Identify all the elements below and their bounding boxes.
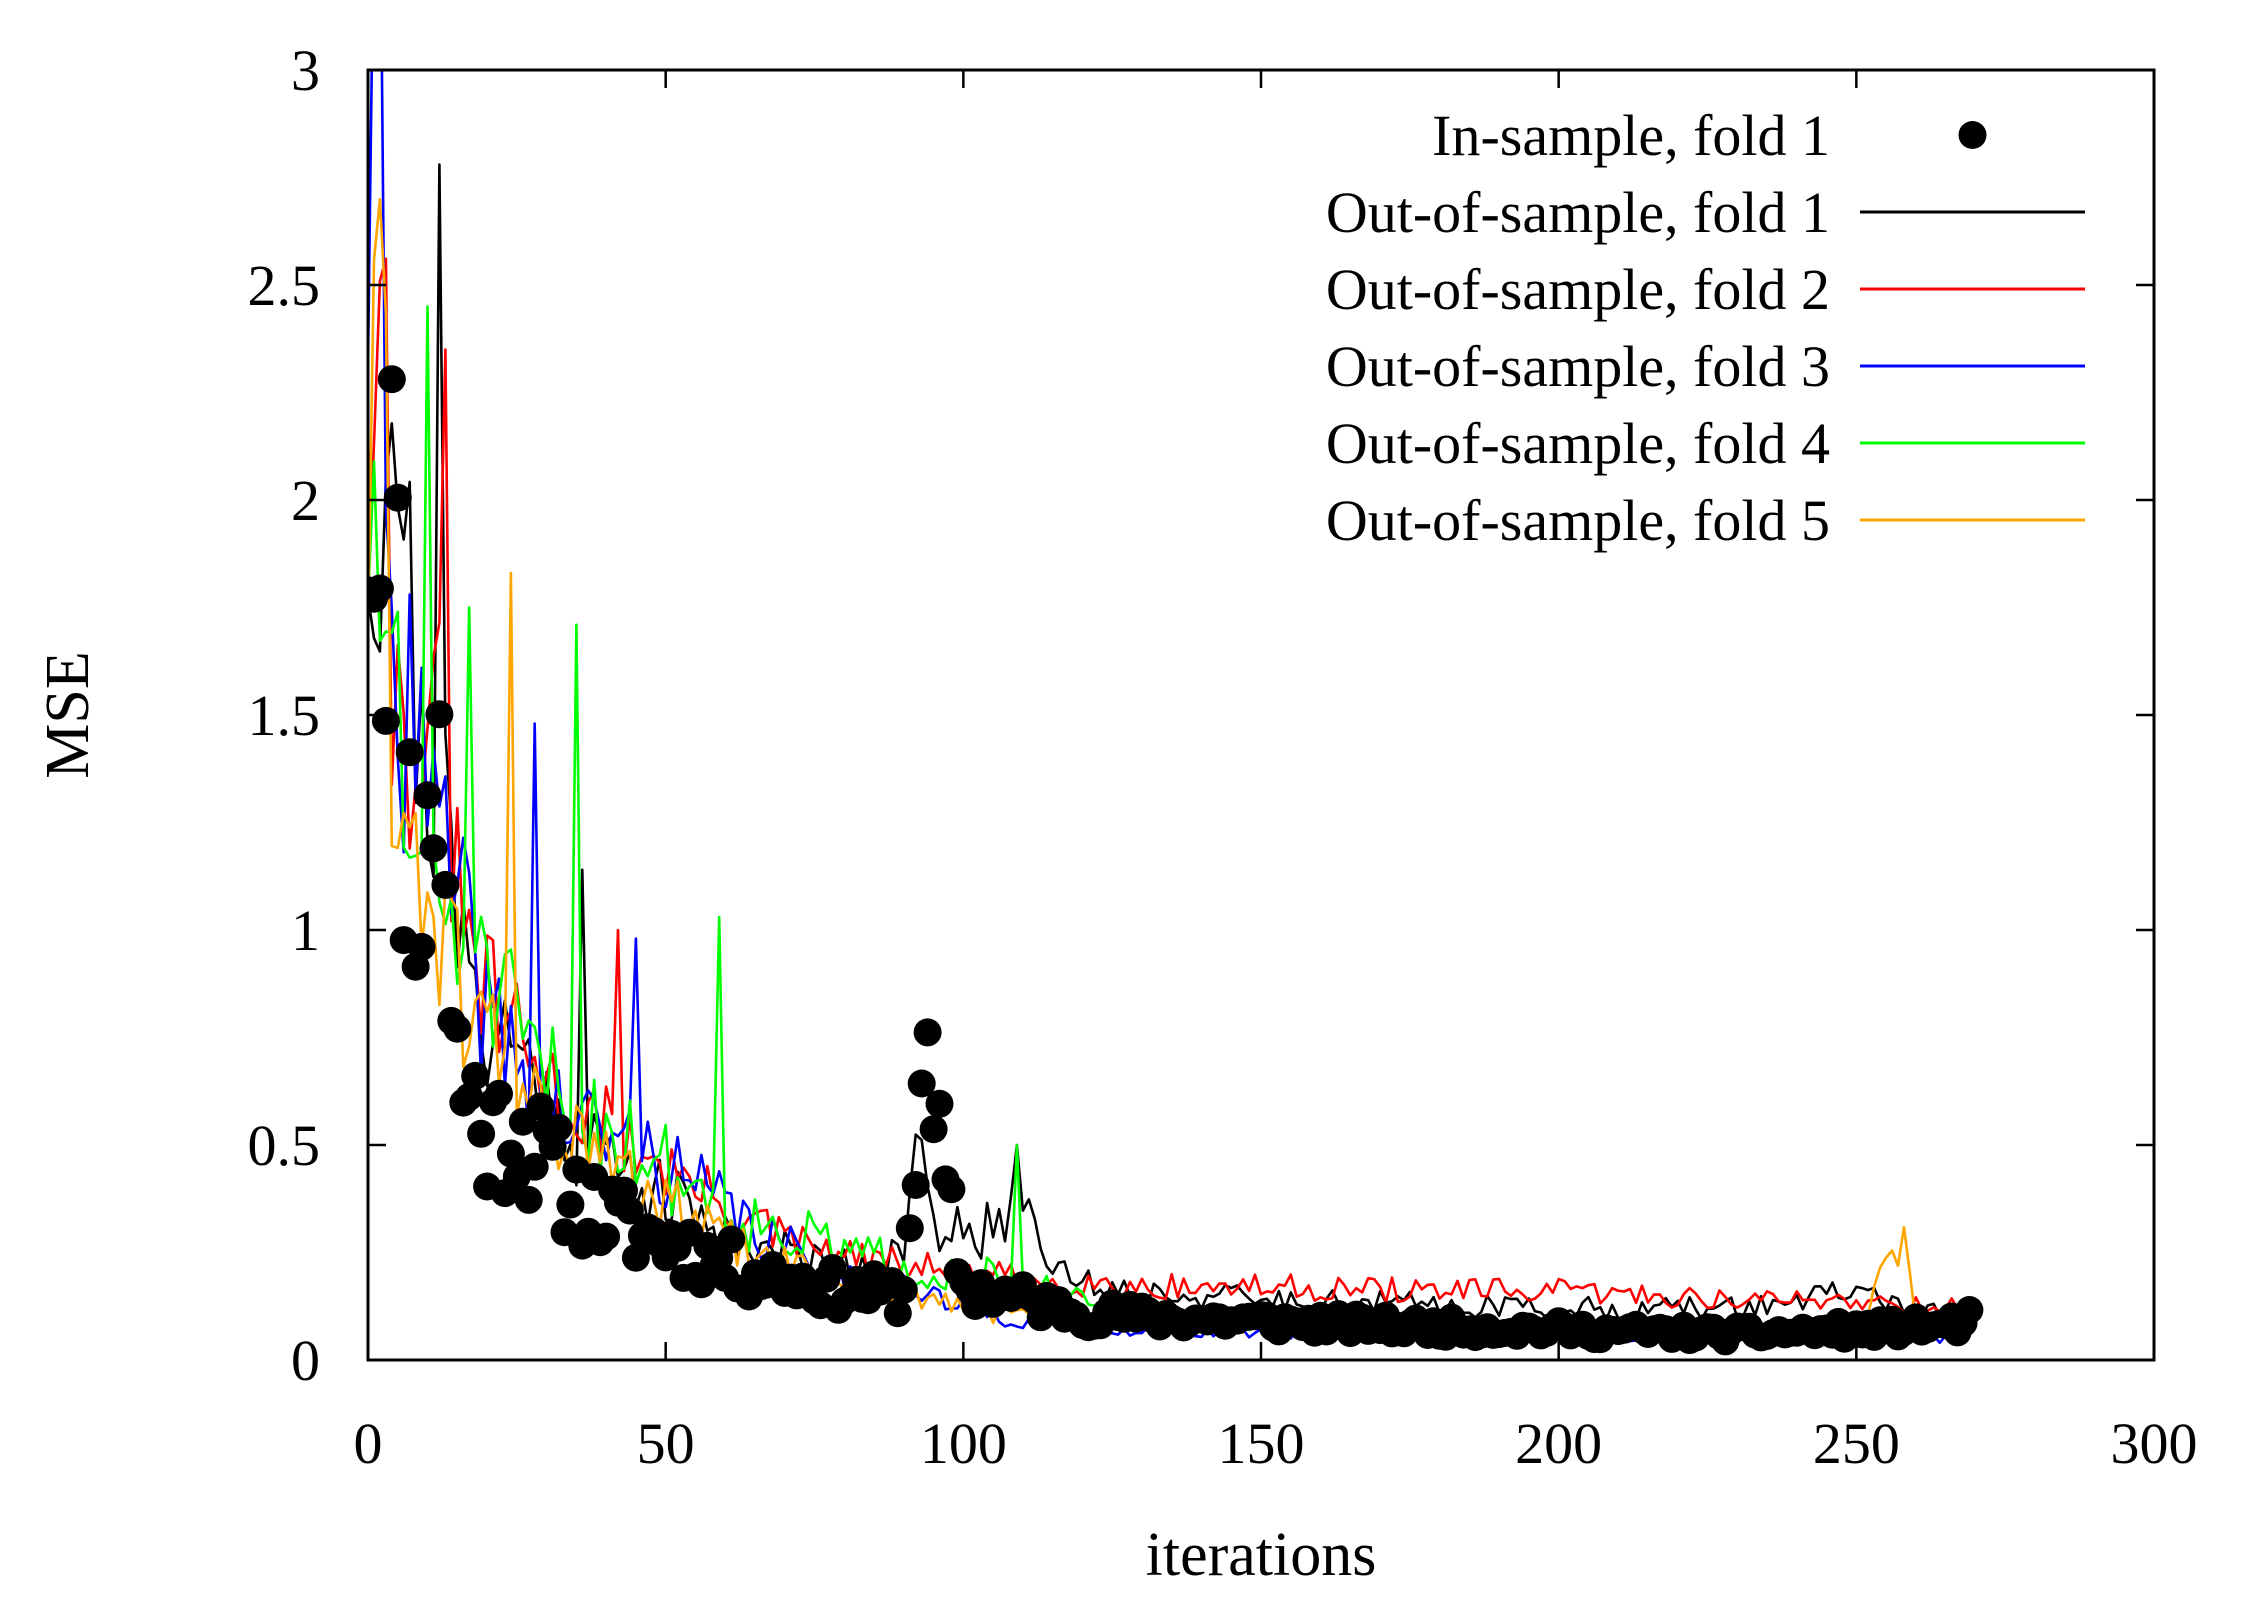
in-sample-point	[621, 1243, 650, 1272]
legend-label: Out-of-sample, fold 5	[1326, 488, 1830, 553]
in-sample-point	[425, 700, 454, 729]
in-sample-point	[717, 1225, 746, 1254]
in-sample-point	[913, 1018, 942, 1047]
in-sample-point	[461, 1061, 490, 1090]
in-sample-point	[431, 870, 460, 899]
in-sample-point	[419, 834, 448, 863]
legend: In-sample, fold 1 Out-of-sample, fold 1 Ou…	[1326, 103, 2085, 553]
x-tick-label: 50	[637, 1411, 695, 1476]
y-axis-title: MSE	[34, 651, 102, 778]
in-sample-point	[514, 1185, 543, 1214]
x-tick-label: 250	[1813, 1411, 1900, 1476]
in-sample-point	[615, 1196, 644, 1225]
in-sample-point	[544, 1113, 573, 1142]
in-sample-point	[383, 483, 412, 512]
in-sample-point	[901, 1171, 930, 1199]
in-sample-point	[883, 1299, 912, 1328]
legend-label: In-sample, fold 1	[1432, 103, 1830, 168]
in-sample-point	[368, 574, 394, 603]
in-sample-point	[443, 1014, 472, 1043]
in-sample-point	[496, 1139, 525, 1168]
x-tick-label: 200	[1515, 1411, 1602, 1476]
in-sample-point	[377, 365, 406, 394]
in-sample-point	[592, 1222, 621, 1251]
in-sample-point	[937, 1175, 966, 1204]
in-sample-point	[413, 781, 442, 810]
in-sample-point	[520, 1152, 549, 1181]
in-sample-point	[485, 1079, 513, 1108]
in-sample-point	[925, 1089, 954, 1118]
y-tick-label: 3	[291, 38, 320, 103]
in-sample-point	[556, 1190, 585, 1219]
y-tick-label: 1.5	[248, 683, 321, 748]
y-tick-label: 0.5	[248, 1113, 321, 1178]
in-sample-point	[526, 1092, 555, 1121]
series-layer	[368, 70, 1984, 1356]
in-sample-point	[889, 1275, 918, 1304]
legend-label: Out-of-sample, fold 2	[1326, 257, 1830, 322]
x-tick-label: 300	[2111, 1411, 2198, 1476]
legend-label: Out-of-sample, fold 3	[1326, 334, 1830, 399]
y-tick-label: 2	[291, 468, 320, 533]
y-tick-label: 1	[291, 898, 320, 963]
in-sample-point	[919, 1115, 948, 1144]
y-tick-label: 2.5	[248, 253, 321, 318]
axis-ticks: 0 50 100 150 200 250 300 0 0.5 1 1.5 2 2.5 3	[248, 38, 2198, 1476]
in-sample-point	[818, 1254, 847, 1282]
in-sample-point	[467, 1119, 496, 1148]
legend-point-swatch	[1958, 121, 1987, 149]
x-tick-label: 0	[354, 1411, 383, 1476]
in-sample-point	[395, 738, 424, 767]
legend-label: Out-of-sample, fold 1	[1326, 180, 1830, 245]
legend-label: Out-of-sample, fold 4	[1326, 411, 1830, 476]
in-sample-point	[895, 1214, 924, 1243]
y-tick-label: 0	[291, 1328, 320, 1393]
in-sample-point	[371, 706, 400, 735]
in-sample-point	[1955, 1296, 1984, 1324]
x-axis-title: iterations	[1146, 1521, 1377, 1589]
x-tick-label: 100	[920, 1411, 1007, 1476]
in-sample-point	[907, 1069, 936, 1098]
in-sample-point	[407, 932, 436, 961]
x-tick-label: 150	[1218, 1411, 1305, 1476]
